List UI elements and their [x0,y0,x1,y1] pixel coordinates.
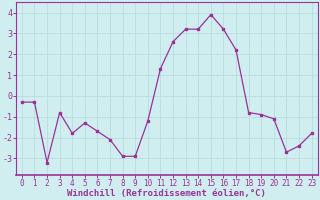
X-axis label: Windchill (Refroidissement éolien,°C): Windchill (Refroidissement éolien,°C) [67,189,266,198]
